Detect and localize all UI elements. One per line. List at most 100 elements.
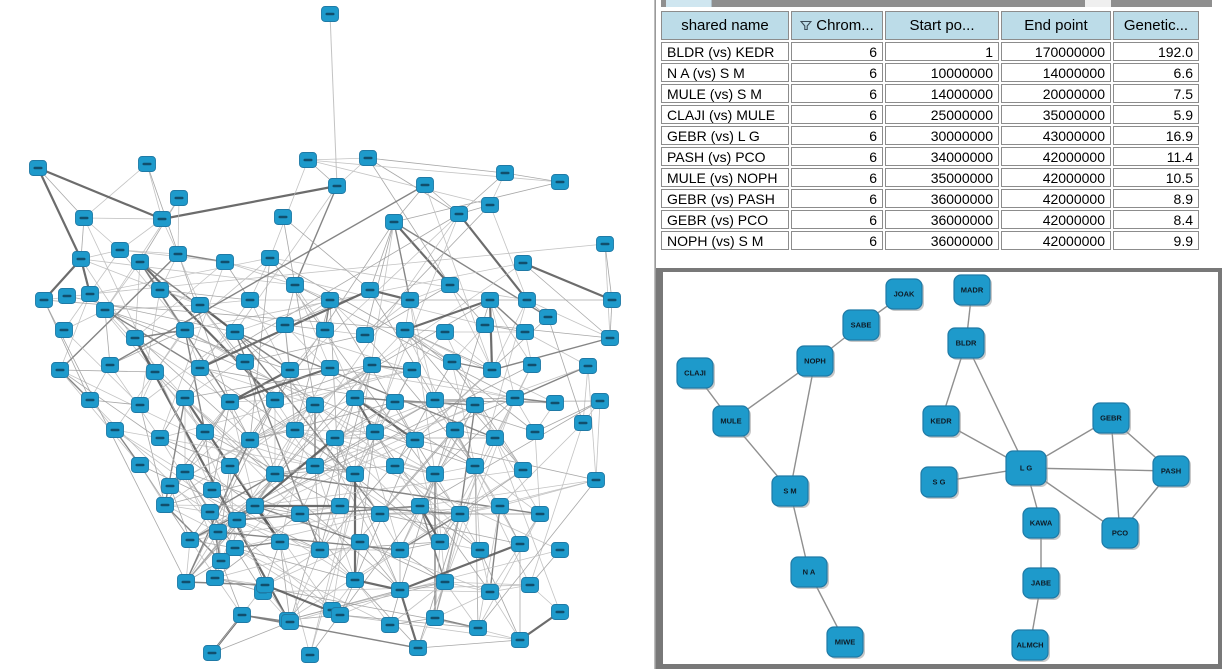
cell-value[interactable]: 16.9 [1113,126,1199,145]
network-node-sm[interactable] [771,475,809,507]
network-edge [189,505,256,541]
network-node-almch[interactable] [1011,629,1049,661]
network-edge-noph-sm[interactable] [789,360,816,492]
cell-value[interactable]: 9.9 [1113,231,1199,250]
network-edge-bldr-lg[interactable] [965,342,1027,469]
cell-value[interactable]: 42000000 [1001,147,1111,166]
cell-value[interactable]: 10.5 [1113,168,1199,187]
table-horizontal-scrollbar[interactable] [661,0,1212,7]
cell-shared-name[interactable]: MULE (vs) S M [661,84,789,103]
network-edge [199,304,246,363]
cell-value[interactable]: 6 [791,42,883,61]
network-node-sabe[interactable] [842,309,880,341]
network-node-madr[interactable] [953,274,991,306]
cell-value[interactable]: 8.4 [1113,210,1199,229]
cell-shared-name[interactable]: NOPH (vs) S M [661,231,789,250]
cell-value[interactable]: 30000000 [885,126,999,145]
column-header-shared-name[interactable]: shared name [661,11,789,40]
node-label-smudge [370,430,380,434]
cell-value[interactable]: 6.6 [1113,63,1199,82]
network-edge [89,243,606,295]
table-row[interactable]: GEBR (vs) PASH 6 36000000 42000000 8.9 [661,189,1199,208]
node-label-smudge [285,368,295,372]
cell-value[interactable]: 6 [791,210,883,229]
cell-shared-name[interactable]: N A (vs) S M [661,63,789,82]
cell-value[interactable]: 35000000 [885,168,999,187]
cell-value[interactable]: 25000000 [885,105,999,124]
cell-value[interactable]: 36000000 [885,210,999,229]
cell-value[interactable]: 1 [885,42,999,61]
table-row[interactable]: NOPH (vs) S M 6 36000000 42000000 9.9 [661,231,1199,250]
cell-shared-name[interactable]: GEBR (vs) L G [661,126,789,145]
column-header-end-point[interactable]: End point [1001,11,1111,40]
cell-value[interactable]: 42000000 [1001,189,1111,208]
cell-value[interactable]: 6 [791,84,883,103]
cell-value[interactable]: 6 [791,105,883,124]
cell-value[interactable]: 6 [791,168,883,187]
table-row[interactable]: N A (vs) S M 6 10000000 14000000 6.6 [661,63,1199,82]
network-node-miwe[interactable] [826,626,864,658]
cell-shared-name[interactable]: GEBR (vs) PASH [661,189,789,208]
network-node-lg[interactable] [1005,450,1047,486]
cell-shared-name[interactable]: BLDR (vs) KEDR [661,42,789,61]
network-node-gebr[interactable] [1092,402,1130,434]
cell-value[interactable]: 6 [791,147,883,166]
network-node-mule[interactable] [712,405,750,437]
network-edge [159,289,251,301]
network-edge-gebr-pco[interactable] [1110,417,1121,534]
cell-value[interactable]: 6 [791,189,883,208]
network-node-pco[interactable] [1101,517,1139,549]
table-row[interactable]: GEBR (vs) L G 6 30000000 43000000 16.9 [661,126,1199,145]
network-node-noph[interactable] [796,345,834,377]
cell-value[interactable]: 34000000 [885,147,999,166]
table-row[interactable]: MULE (vs) S M 6 14000000 20000000 7.5 [661,84,1199,103]
cell-value[interactable]: 10000000 [885,63,999,82]
cell-shared-name[interactable]: PASH (vs) PCO [661,147,789,166]
cell-value[interactable]: 42000000 [1001,210,1111,229]
cell-value[interactable]: 6 [791,231,883,250]
cell-shared-name[interactable]: MULE (vs) NOPH [661,168,789,187]
table-row[interactable]: PASH (vs) PCO 6 34000000 42000000 11.4 [661,147,1199,166]
cell-value[interactable]: 35000000 [1001,105,1111,124]
network-node-sg[interactable] [920,466,958,498]
scrollbar-thumb[interactable] [666,0,712,7]
network-node-kedr[interactable] [922,405,960,437]
network-node-jabe[interactable] [1022,567,1060,599]
table-row[interactable]: MULE (vs) NOPH 6 35000000 42000000 10.5 [661,168,1199,187]
network-node-joak[interactable] [885,278,923,310]
cell-value[interactable]: 170000000 [1001,42,1111,61]
cell-shared-name[interactable]: CLAJI (vs) MULE [661,105,789,124]
cell-value[interactable]: 6 [791,126,883,145]
cell-value[interactable]: 11.4 [1113,147,1199,166]
network-edge [409,299,436,401]
cell-value[interactable]: 6 [791,63,883,82]
network-edge [89,257,271,295]
network-node-pash[interactable] [1152,455,1190,487]
column-header-chrom[interactable]: Chrom... [791,11,883,40]
cell-value[interactable]: 20000000 [1001,84,1111,103]
cell-value[interactable]: 42000000 [1001,231,1111,250]
cell-value[interactable]: 5.9 [1113,105,1199,124]
network-node-na[interactable] [790,556,828,588]
cell-value[interactable]: 43000000 [1001,126,1111,145]
table-row[interactable]: GEBR (vs) PCO 6 36000000 42000000 8.4 [661,210,1199,229]
cell-value[interactable]: 7.5 [1113,84,1199,103]
column-header-genetic[interactable]: Genetic... [1113,11,1199,40]
cell-value[interactable]: 8.9 [1113,189,1199,208]
cell-value[interactable]: 192.0 [1113,42,1199,61]
network-node-bldr[interactable] [947,327,985,359]
column-header-start-po[interactable]: Start po... [885,11,999,40]
network-edge-lg-pash[interactable] [1025,467,1172,472]
network-node-claji[interactable] [676,357,714,389]
network-node-kawa[interactable] [1022,507,1060,539]
table-row[interactable]: CLAJI (vs) MULE 6 25000000 35000000 5.9 [661,105,1199,124]
cell-value[interactable]: 36000000 [885,231,999,250]
cell-shared-name[interactable]: GEBR (vs) PCO [661,210,789,229]
cell-value[interactable]: 14000000 [1001,63,1111,82]
cell-value[interactable]: 42000000 [1001,168,1111,187]
network-edge [371,364,516,399]
cell-value[interactable]: 14000000 [885,84,999,103]
filter-funnel-icon[interactable] [800,18,813,35]
table-row[interactable]: BLDR (vs) KEDR 6 1 170000000 192.0 [661,42,1199,61]
cell-value[interactable]: 36000000 [885,189,999,208]
